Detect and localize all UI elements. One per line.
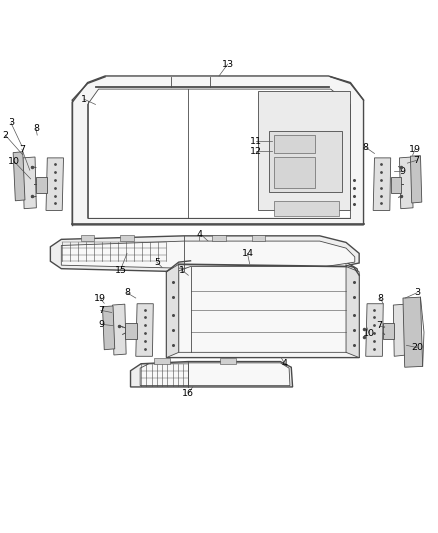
Polygon shape — [391, 177, 401, 193]
Polygon shape — [46, 158, 64, 211]
Polygon shape — [274, 201, 339, 216]
Text: 8: 8 — [377, 294, 383, 303]
Text: 11: 11 — [250, 137, 262, 146]
Text: 8: 8 — [363, 143, 369, 152]
Polygon shape — [13, 152, 25, 201]
Polygon shape — [399, 157, 413, 209]
Polygon shape — [179, 266, 354, 352]
Text: 7: 7 — [19, 144, 25, 154]
Polygon shape — [166, 264, 179, 358]
Polygon shape — [72, 76, 364, 225]
Polygon shape — [403, 297, 423, 367]
Polygon shape — [154, 359, 170, 364]
Text: 9: 9 — [399, 166, 405, 175]
Polygon shape — [61, 241, 355, 268]
Polygon shape — [269, 131, 342, 192]
Text: 7: 7 — [413, 156, 419, 165]
Text: 4: 4 — [282, 359, 288, 368]
Text: 20: 20 — [411, 343, 423, 352]
Polygon shape — [120, 235, 134, 241]
Polygon shape — [346, 266, 359, 358]
Polygon shape — [410, 156, 422, 203]
Polygon shape — [50, 236, 359, 272]
Text: 9: 9 — [99, 320, 105, 329]
Polygon shape — [366, 304, 383, 356]
Text: 3: 3 — [414, 288, 420, 297]
Text: 7: 7 — [376, 321, 382, 330]
Polygon shape — [393, 304, 406, 356]
Polygon shape — [36, 177, 47, 193]
Text: 15: 15 — [114, 265, 127, 274]
Text: 16: 16 — [182, 389, 194, 398]
Text: 7: 7 — [98, 306, 104, 315]
Polygon shape — [373, 158, 391, 211]
Text: 8: 8 — [124, 288, 130, 297]
Text: 19: 19 — [94, 294, 106, 303]
Text: 4: 4 — [196, 230, 202, 239]
Polygon shape — [125, 322, 137, 339]
Polygon shape — [166, 262, 359, 358]
Text: 2: 2 — [2, 131, 8, 140]
Polygon shape — [81, 235, 94, 241]
Text: 10: 10 — [363, 328, 375, 337]
Polygon shape — [23, 157, 36, 209]
Text: 10: 10 — [8, 157, 20, 166]
Text: 8: 8 — [33, 124, 39, 133]
Text: 1: 1 — [179, 265, 185, 274]
Polygon shape — [258, 91, 350, 209]
Polygon shape — [252, 235, 265, 241]
Polygon shape — [88, 89, 350, 219]
Text: 12: 12 — [250, 147, 262, 156]
Text: 19: 19 — [409, 144, 421, 154]
Polygon shape — [383, 322, 394, 339]
Text: 3: 3 — [8, 118, 14, 127]
Polygon shape — [140, 363, 290, 386]
Text: 14: 14 — [241, 249, 254, 258]
Polygon shape — [131, 361, 293, 387]
Polygon shape — [102, 306, 115, 350]
Polygon shape — [274, 157, 315, 188]
Text: 1: 1 — [81, 95, 87, 104]
Polygon shape — [212, 235, 226, 241]
Text: 5: 5 — [154, 257, 160, 266]
Polygon shape — [136, 304, 153, 356]
Polygon shape — [220, 359, 236, 364]
Polygon shape — [113, 304, 126, 355]
Text: 13: 13 — [222, 60, 234, 69]
Polygon shape — [274, 135, 315, 154]
